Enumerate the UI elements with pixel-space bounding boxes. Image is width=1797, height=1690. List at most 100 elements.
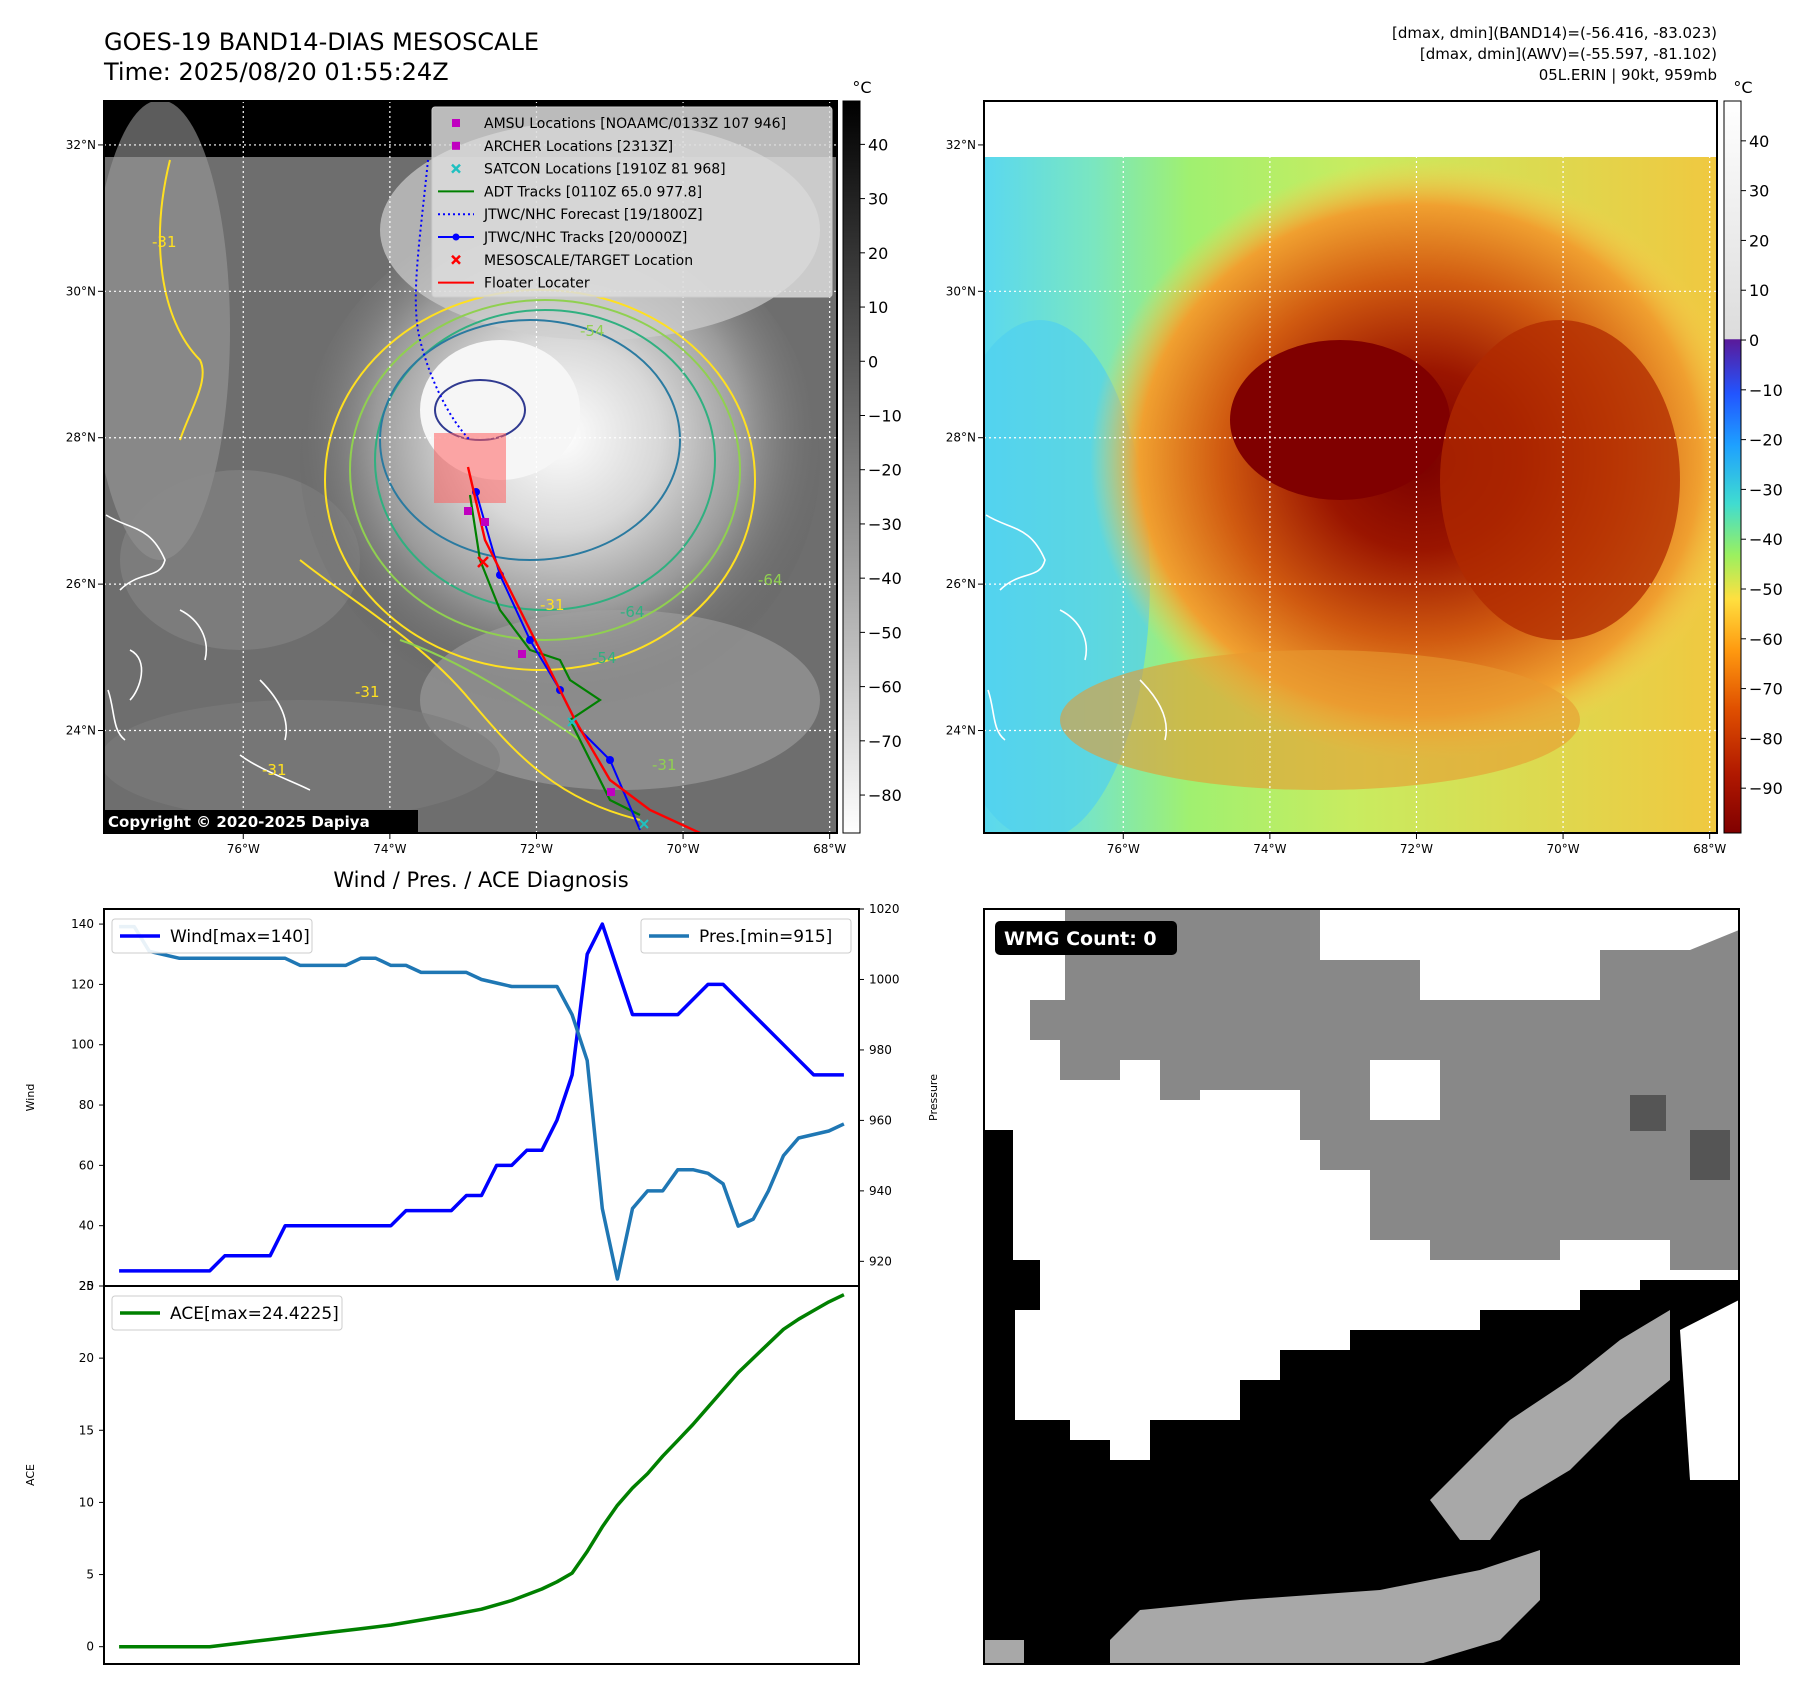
contour-label: -31 [540, 596, 565, 614]
colorbar-tick-label: −40 [1749, 530, 1783, 549]
series-line-0 [119, 1293, 845, 1649]
awv-lat-label: 28°N [946, 431, 976, 445]
adt-track [468, 494, 641, 816]
contour-label: -31 [652, 756, 677, 774]
colorbar-tick-label: −50 [1749, 580, 1783, 599]
ir-lat-label: 30°N [66, 284, 96, 298]
ir-colorbar-unit: °C [852, 78, 871, 97]
colorbar-tick-label: −70 [868, 732, 902, 751]
figure-title: GOES-19 BAND14-DIAS MESOSCALE [104, 28, 539, 56]
legend-label: JTWC/NHC Forecast [19/1800Z] [483, 207, 703, 223]
legend-label: JTWC/NHC Tracks [20/0000Z] [483, 230, 687, 246]
y-axis-label: ACE [24, 1464, 37, 1486]
chart-legend-box [111, 1295, 343, 1331]
colorbar-tick-label: −80 [868, 786, 902, 805]
ir-lat-label: 28°N [66, 431, 96, 445]
contour-label: -64 [758, 571, 783, 589]
awv-lon-label: 68°W [1693, 842, 1726, 856]
y2-tick-label: 920 [869, 1254, 892, 1268]
colorbar-tick-label: 30 [868, 190, 888, 209]
colorbar-tick-label: −20 [1749, 431, 1783, 450]
colorbar-tick-label: −10 [868, 406, 902, 425]
chart-legend-label: Pres.[min=915] [699, 927, 832, 947]
series-line-0 [119, 922, 844, 1273]
y-tick-label: 140 [71, 917, 94, 931]
legend-marker-x [451, 254, 461, 265]
y-tick-label: 40 [79, 1219, 94, 1233]
y2-tick-label: 960 [869, 1113, 892, 1127]
y-tick-label: 20 [79, 1279, 94, 1293]
colorbar-tick-label: −30 [868, 515, 902, 534]
colorbar-tick-label: −20 [868, 461, 902, 480]
colorbar-tick-label: 30 [1749, 182, 1769, 201]
awv-lat-label: 30°N [946, 284, 976, 298]
colorbar-tick-label: 40 [868, 135, 888, 154]
awv-lat-label: 24°N [946, 724, 976, 738]
y-tick-label: 15 [79, 1423, 94, 1437]
legend-box [431, 106, 833, 298]
chart-legend-box [640, 918, 852, 954]
chart-legend-box [111, 918, 313, 954]
legend-label: Floater Locater [484, 276, 590, 292]
colorbar-tick-label: 20 [868, 244, 888, 263]
contour-label: -54 [592, 649, 617, 667]
chart-legend-label: ACE[max=24.4225] [170, 1304, 339, 1324]
copyright-text: Copyright © 2020-2025 Dapiya [108, 813, 370, 831]
colorbar-tick-label: 0 [1749, 331, 1759, 350]
awv-lon-label: 70°W [1546, 842, 1579, 856]
colorbar-tick-label: −90 [1749, 779, 1783, 798]
legend-label: ADT Tracks [0110Z 65.0 977.8] [484, 184, 702, 200]
series-line-1 [119, 924, 845, 1281]
legend-marker-square [452, 119, 460, 127]
awv-lon-label: 74°W [1253, 842, 1286, 856]
floater-locater-track [466, 466, 701, 833]
ir-lon-label: 74°W [373, 842, 406, 856]
legend-marker-dot [452, 233, 460, 241]
y-tick-label: 80 [79, 1098, 94, 1112]
ir-lon-label: 70°W [666, 842, 699, 856]
y-tick-label: 20 [79, 1351, 94, 1365]
info-band14: [dmax, dmin](BAND14)=(-56.416, -83.023) [1392, 24, 1717, 42]
colorbar-tick-label: −60 [1749, 630, 1783, 649]
contour-label: -31 [355, 683, 380, 701]
legend-label: MESOSCALE/TARGET Location [484, 253, 693, 269]
colorbar-tick-label: 20 [1749, 231, 1769, 250]
ir-lon-label: 72°W [520, 842, 553, 856]
awv-map-panel: °C 403020100−10−20−30−40−50−60−70−80−90 … [946, 78, 1783, 856]
awv-imagery [984, 101, 1717, 833]
y2-tick-label: 980 [869, 1043, 892, 1057]
contour-label: -54 [580, 322, 605, 340]
info-storm: 05L.ERIN | 90kt, 959mb [1539, 66, 1717, 84]
y-tick-label: 120 [71, 977, 94, 991]
awv-gridlines [984, 101, 1717, 833]
y-tick-label: 5 [86, 1568, 94, 1582]
ir-lat-label: 24°N [66, 724, 96, 738]
legend-marker-square [452, 141, 460, 150]
wmg-count-badge [995, 921, 1177, 955]
y2-axis-label: Pressure [927, 1074, 940, 1121]
colorbar-tick-label: 0 [868, 352, 878, 371]
legend-marker-x [451, 163, 461, 174]
y-axis-label: Wind [24, 1084, 37, 1112]
colorbar-tick-label: 10 [1749, 281, 1769, 300]
awv-colorbar [1723, 100, 1742, 834]
y-tick-label: 0 [86, 1640, 94, 1654]
colorbar-tick-label: −80 [1749, 729, 1783, 748]
colorbar-tick-label: −30 [1749, 480, 1783, 499]
wmg-count-text: WMG Count: 0 [1004, 928, 1157, 950]
awv-lat-label: 26°N [946, 577, 976, 591]
floater-box [434, 433, 506, 503]
ir-lon-label: 68°W [813, 842, 846, 856]
legend-label: ARCHER Locations [2313Z] [484, 139, 673, 155]
y-tick-label: 25 [79, 1279, 94, 1293]
awv-lon-label: 76°W [1107, 842, 1140, 856]
ir-colorbar [842, 100, 861, 834]
ir-lon-label: 76°W [227, 842, 260, 856]
ir-legend: AMSU Locations [NOAAMC/0133Z 107 946] ARC… [431, 106, 833, 298]
colorbar-tick-label: 40 [1749, 132, 1769, 151]
figure-time: Time: 2025/08/20 01:55:24Z [103, 58, 449, 86]
forecast-track [414, 159, 471, 441]
